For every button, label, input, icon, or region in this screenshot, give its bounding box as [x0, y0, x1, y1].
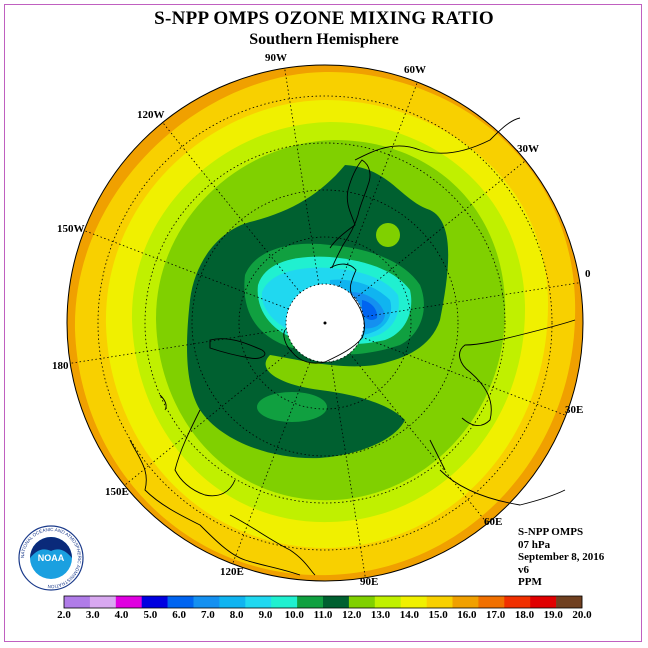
- lon-label-150e: 150E: [105, 486, 129, 498]
- map-boundary: [66, 64, 584, 582]
- colorbar-tick-label: 6.0: [172, 609, 186, 621]
- colorbar-tick-label: 9.0: [258, 609, 273, 621]
- info-version: v6: [518, 563, 529, 576]
- info-block: S-NPP OMPS 07 hPa September 8, 2016 v6 P…: [518, 526, 604, 589]
- ozone-field: [67, 65, 583, 581]
- madagascar-region: [439, 469, 566, 506]
- map-subtitle: Southern Hemisphere: [249, 31, 399, 48]
- info-instrument: S-NPP OMPS: [518, 526, 584, 538]
- lon-label-30w: 30W: [517, 143, 539, 155]
- lon-label-120e: 120E: [220, 566, 244, 578]
- lon-label-150w: 150W: [57, 223, 85, 235]
- meridian-line: [330, 361, 366, 578]
- logo-bird: [30, 537, 72, 558]
- logo-text: NOAA: [38, 553, 65, 563]
- colorbar-tick-label: 17.0: [486, 609, 506, 621]
- meridian-line: [70, 328, 287, 364]
- colorbar-tick-label: 8.0: [229, 609, 244, 621]
- meridian-line: [162, 122, 301, 293]
- colorbar-tick-label: 18.0: [514, 609, 535, 621]
- meridian-line: [363, 282, 580, 318]
- meridian-line: [124, 347, 295, 486]
- latitude-70s: [238, 236, 412, 410]
- africa-coast: [459, 319, 576, 427]
- map-title: S-NPP OMPS OZONE MIXING RATIO: [154, 8, 494, 29]
- colorbar-tick-label: 7.0: [201, 609, 215, 621]
- lon-label-30e: 30E: [565, 404, 584, 416]
- colorbar-tick-label: 12.0: [342, 609, 362, 621]
- colorbar-tick-label: 11.0: [313, 609, 333, 621]
- info-date: September 8, 2016: [518, 551, 605, 563]
- lon-label-180: 180: [52, 360, 69, 372]
- colorbar-tick-label: 5.0: [143, 609, 158, 621]
- figure-frame: [4, 4, 642, 642]
- contour-secondary-max: [257, 392, 327, 422]
- latitude-80s: [285, 283, 365, 363]
- colorbar-tick-label: 14.0: [399, 609, 419, 621]
- colorbar-tick-label: 2.0: [57, 609, 71, 621]
- meridian-line: [83, 230, 289, 310]
- coastlines: [129, 117, 576, 576]
- lon-label-90w: 90W: [265, 52, 287, 64]
- south-america-north: [354, 117, 521, 161]
- colorbar-tick-label: 16.0: [457, 609, 477, 621]
- colorbar-tick-label: 3.0: [85, 609, 100, 621]
- info-units: PPM: [518, 576, 542, 588]
- meridian-line: [338, 81, 418, 287]
- new-zealand-island: [209, 338, 266, 359]
- lon-label-0: 0: [585, 268, 591, 280]
- lon-label-60w: 60W: [404, 64, 426, 76]
- south-pole-marker: [323, 321, 327, 325]
- south-america-coast: [329, 159, 371, 269]
- australia-west: [129, 439, 301, 576]
- colorbar-tick-label: 20.0: [572, 609, 592, 621]
- noaa-logo: NATIONAL OCEANIC AND ATMOSPHERIC ADMINIS…: [18, 525, 84, 591]
- meridian-line: [284, 68, 320, 285]
- kerguelen-island: [429, 439, 446, 471]
- colorbar-tick-label: 4.0: [114, 609, 129, 621]
- tasmania-island: [159, 394, 167, 411]
- contour-5-6: [362, 300, 378, 320]
- meridian-line: [232, 359, 312, 565]
- colorbar-tick-label: 15.0: [428, 609, 448, 621]
- lon-label-120w: 120W: [137, 109, 165, 121]
- colorbar-tick-label: 19.0: [543, 609, 563, 621]
- latitude-60s: [191, 189, 459, 457]
- graticule: [70, 68, 580, 578]
- lon-label-60e: 60E: [484, 516, 503, 528]
- colorbar-tick-label: 13.0: [370, 609, 391, 621]
- latitude-50s: [144, 142, 506, 504]
- antarctica-coast: [283, 263, 365, 364]
- info-pressure-level: 07 hPa: [518, 538, 551, 551]
- lon-label-90e: 90E: [360, 576, 379, 588]
- java-sea-coast: [229, 514, 316, 576]
- meridian-line: [355, 160, 526, 299]
- latitude-40s: [97, 95, 553, 551]
- colorbar-tick-label: 10.0: [284, 609, 304, 621]
- meridian-line: [349, 353, 488, 524]
- meridian-line: [361, 336, 567, 416]
- contour-local-min: [376, 223, 400, 247]
